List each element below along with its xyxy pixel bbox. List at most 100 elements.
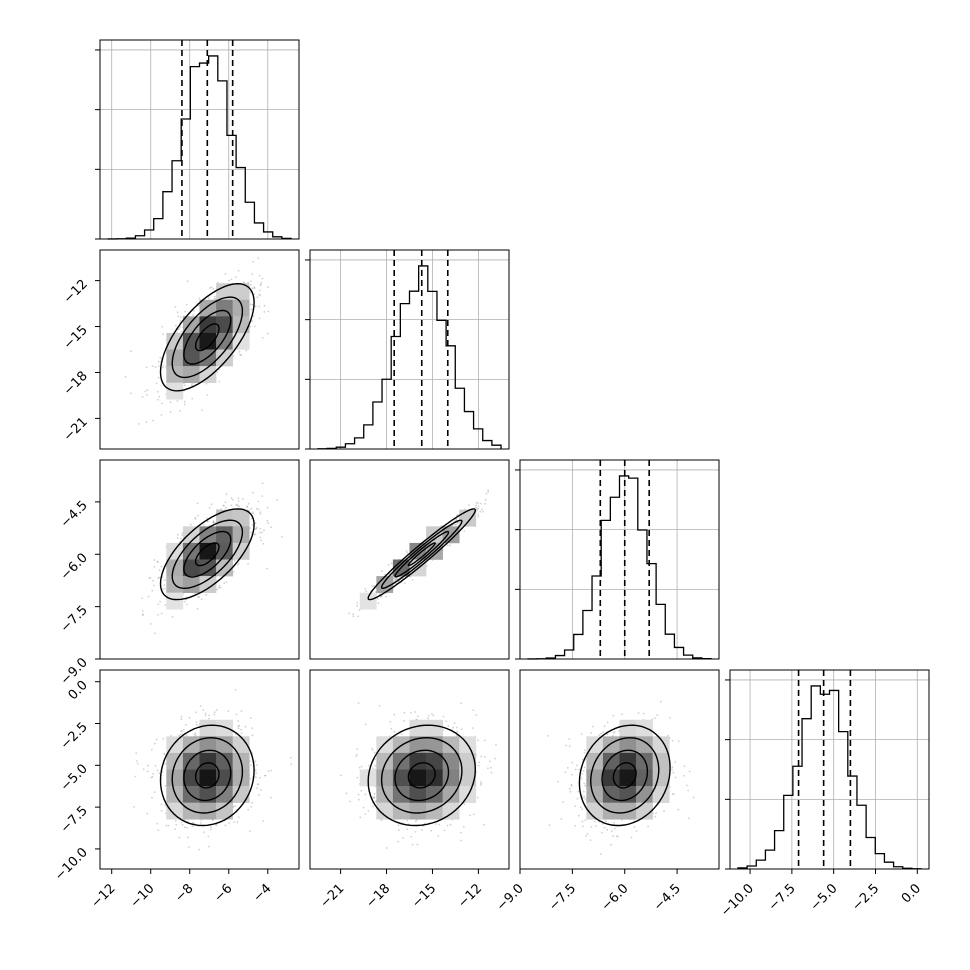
scatter-point (223, 504, 225, 507)
scatter-point (153, 566, 156, 568)
scatter-point (237, 505, 239, 507)
scatter-point (484, 502, 486, 505)
scatter-point (228, 279, 230, 282)
scatter-point (468, 504, 470, 506)
density-cell (199, 559, 217, 577)
density-cell (166, 366, 184, 383)
scatter-point (266, 519, 269, 522)
scatter-point (358, 798, 360, 801)
contour-line (194, 542, 220, 567)
scatter-point (494, 757, 496, 760)
scatter-point (151, 748, 153, 751)
density-cell (232, 769, 250, 787)
scatter-point (184, 310, 187, 313)
scatter-point (261, 277, 264, 280)
contour-line (159, 724, 255, 827)
scatter-point (238, 350, 241, 353)
scatter-point (621, 713, 623, 716)
scatter-point (250, 531, 252, 534)
scatter-point (163, 587, 166, 590)
scatter-point (352, 615, 355, 618)
scatter-point (402, 837, 404, 839)
scatter-point (151, 589, 154, 592)
scatter-point (185, 734, 188, 736)
scatter-point (239, 353, 242, 356)
scatter-point (251, 320, 254, 323)
scatter-point (447, 725, 450, 727)
scatter-point (215, 824, 218, 827)
scatter-point (445, 720, 448, 722)
scatter-point (250, 806, 253, 808)
scatter-point (449, 544, 451, 547)
scatter-point (260, 539, 262, 542)
scatter-point (163, 753, 166, 756)
panel-border (99, 39, 300, 240)
scatter-point (236, 821, 239, 824)
scatter-point (475, 714, 478, 716)
scatter-point (164, 579, 166, 581)
scatter-point (362, 806, 365, 809)
density-cell (232, 299, 250, 317)
contour-line (394, 530, 450, 578)
scatter-point (193, 733, 196, 736)
scatter-point (403, 711, 406, 714)
scatter-point (146, 394, 149, 396)
scatter-point (256, 783, 259, 786)
scatter-point (186, 826, 188, 829)
scatter-point (164, 604, 167, 606)
density-cell (199, 542, 217, 560)
scatter-point (206, 517, 209, 520)
scatter-point (191, 825, 194, 827)
scatter-point (372, 767, 374, 770)
scatter-point (183, 403, 186, 406)
scatter-point (290, 763, 293, 766)
scatter-point (473, 813, 475, 816)
scatter-point (267, 770, 270, 773)
density-cell (166, 592, 184, 610)
scatter-point (259, 527, 262, 530)
scatter-point (246, 506, 249, 508)
density-cell (459, 509, 477, 527)
scatter-point (212, 520, 215, 523)
scatter-point (266, 332, 269, 335)
scatter-point (251, 287, 254, 290)
scatter-point (199, 705, 202, 707)
hist-panel-1 (305, 249, 510, 450)
scatter-point (213, 711, 216, 714)
scatter-point (404, 582, 406, 584)
density-cell (199, 332, 217, 350)
scatter-point (180, 330, 183, 333)
scatter-point (484, 498, 487, 501)
scatter-point (281, 536, 283, 538)
contour-line (407, 542, 436, 567)
scatter-point (135, 760, 138, 762)
panel-border (309, 459, 510, 660)
scatter-point (217, 281, 219, 284)
scatter-point (206, 394, 209, 396)
scatter-point (200, 822, 202, 824)
scatter-point (187, 846, 190, 848)
scatter-point (477, 507, 480, 510)
scatter-point (142, 613, 145, 616)
y-tick-label: −5.0 (58, 762, 91, 795)
scatter-point (134, 775, 137, 778)
density-cell (199, 719, 217, 737)
scatter-point (183, 826, 186, 829)
scatter-point (158, 569, 161, 572)
scatter-point (164, 762, 166, 765)
contour-line (183, 309, 232, 365)
density-cell (199, 736, 217, 754)
scatter-point (238, 505, 241, 508)
scatter-point (476, 508, 479, 510)
histogram-step (527, 475, 712, 660)
scatter-point (133, 806, 136, 808)
scatter-point (259, 531, 261, 534)
scatter-point (194, 517, 197, 519)
scatter-point (155, 738, 158, 741)
contour-line (380, 519, 463, 589)
scatter-point (181, 824, 184, 826)
scatter-point (157, 613, 160, 616)
scatter-point (251, 524, 254, 526)
scatter-point (124, 375, 127, 378)
scatter-point (198, 848, 201, 851)
